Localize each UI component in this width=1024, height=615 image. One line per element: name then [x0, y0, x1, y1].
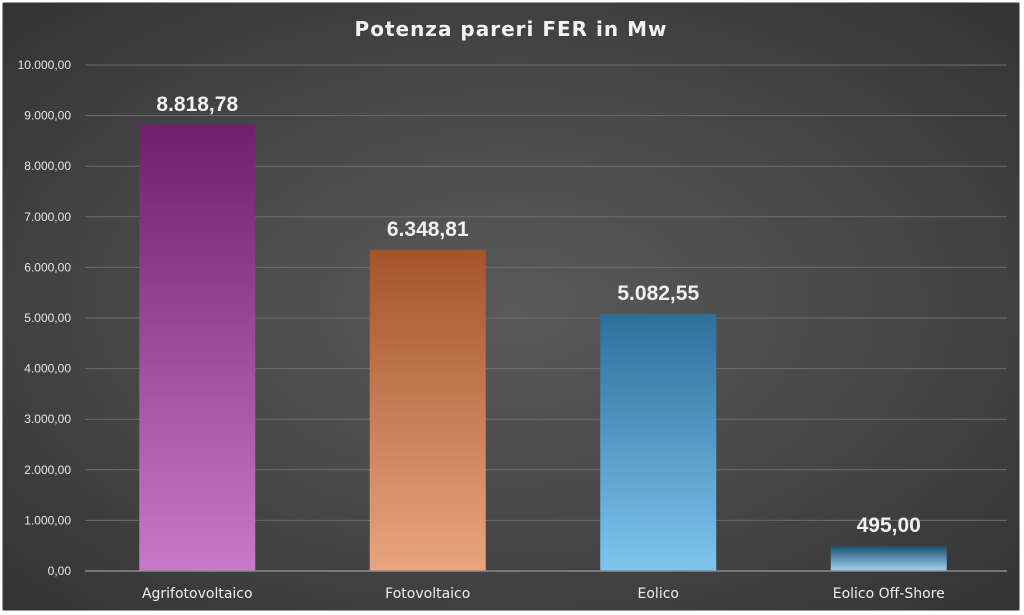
y-tick-label: 2.000,00 — [24, 463, 71, 477]
bar-agrifotovoltaico — [139, 124, 256, 572]
bar-chart: 0,00 1.000,00 2.000,00 3.000,00 4.000,00 5.00… — [18, 58, 1007, 602]
data-label: 495,00 — [857, 514, 921, 537]
bars — [139, 124, 947, 572]
category-label: Eolico — [638, 586, 679, 602]
y-tick-label: 3.000,00 — [24, 412, 71, 426]
category-label: Eolico Off-Shore — [833, 586, 945, 602]
chart-title: Potenza pareri FER in Mw — [354, 17, 668, 41]
y-tick-label: 4.000,00 — [24, 362, 71, 376]
y-tick-label: 5.000,00 — [24, 311, 71, 325]
data-label: 5.082,55 — [617, 282, 699, 305]
data-label: 8.818,78 — [156, 93, 238, 116]
y-tick-label: 0,00 — [48, 564, 72, 578]
data-label: 6.348,81 — [387, 218, 469, 241]
y-tick-label: 9.000,00 — [24, 109, 71, 123]
category-labels: Agrifotovoltaico Fotovoltaico Eolico Eolico… — [142, 586, 945, 602]
bar-eolico-off-shore — [830, 545, 947, 571]
y-tick-label: 6.000,00 — [24, 260, 71, 274]
y-tick-label: 1.000,00 — [24, 513, 71, 527]
bar-eolico — [600, 313, 717, 571]
y-axis-labels: 0,00 1.000,00 2.000,00 3.000,00 4.000,00 5.00… — [18, 58, 72, 578]
bar-fotovoltaico — [369, 249, 486, 571]
category-label: Agrifotovoltaico — [142, 586, 253, 602]
y-tick-label: 10.000,00 — [18, 58, 72, 72]
category-label: Fotovoltaico — [385, 586, 470, 602]
data-labels: 8.818,78 6.348,81 5.082,55 495,00 — [156, 93, 920, 537]
y-tick-label: 8.000,00 — [24, 159, 71, 173]
y-tick-label: 7.000,00 — [24, 210, 71, 224]
